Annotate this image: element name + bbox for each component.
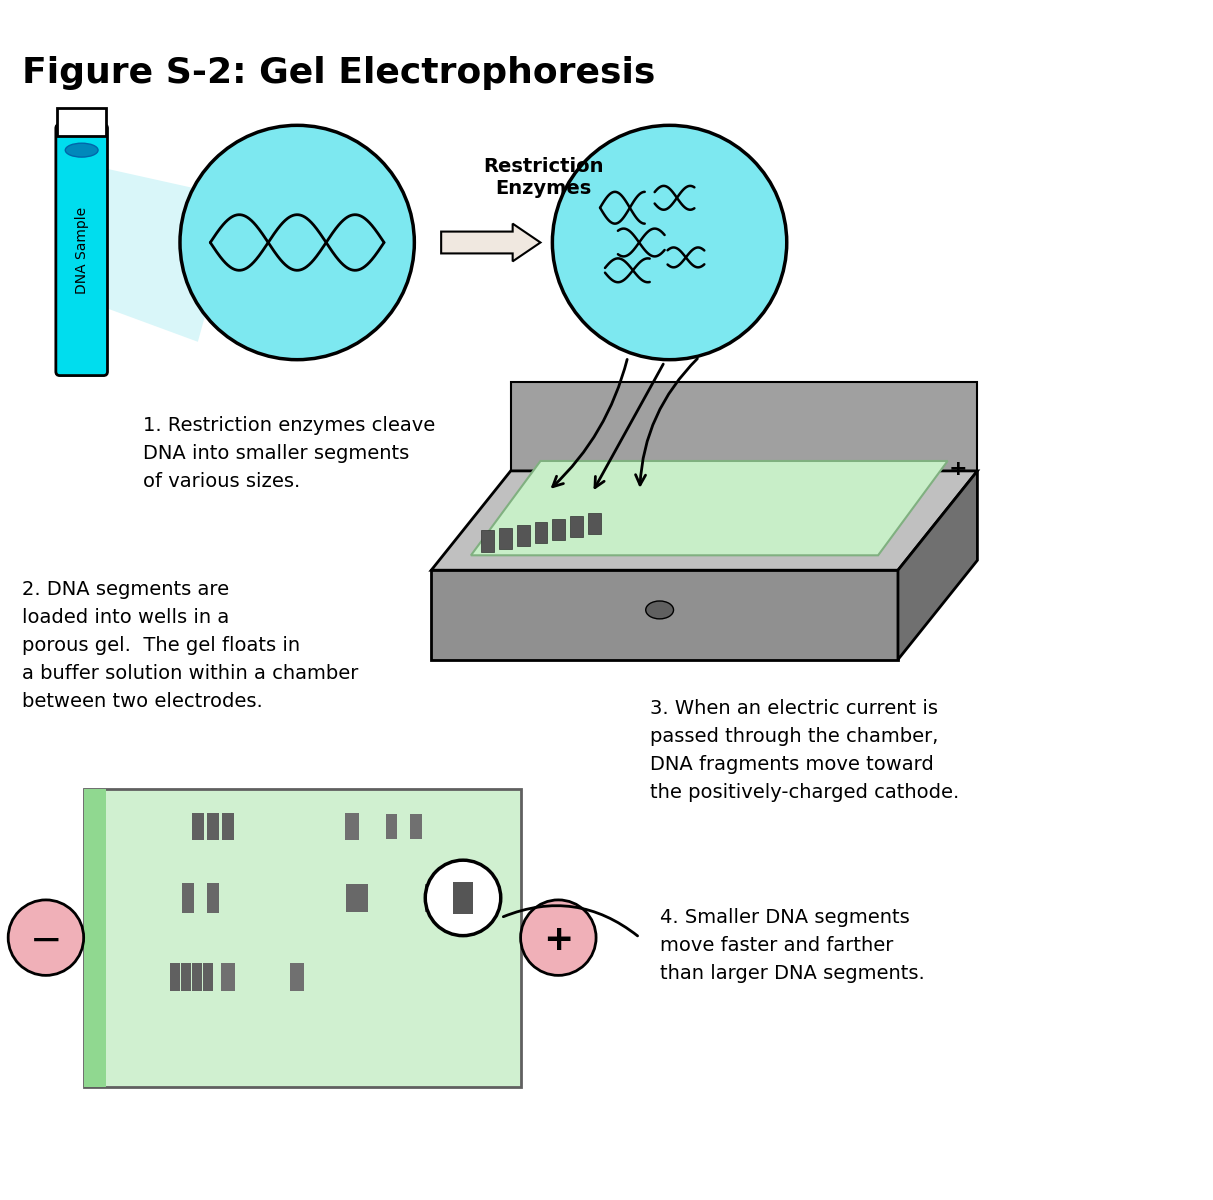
- Text: −: −: [29, 922, 62, 960]
- Text: +: +: [543, 923, 574, 956]
- Bar: [57, 108, 107, 137]
- Polygon shape: [432, 570, 898, 660]
- FancyArrow shape: [442, 223, 541, 262]
- Text: Figure S-2: Gel Electrophoresis: Figure S-2: Gel Electrophoresis: [22, 56, 655, 90]
- Polygon shape: [517, 524, 530, 546]
- Polygon shape: [898, 470, 978, 660]
- Bar: [290, 964, 304, 991]
- FancyArrowPatch shape: [636, 359, 697, 485]
- Polygon shape: [432, 470, 978, 570]
- Bar: [206, 883, 218, 913]
- Polygon shape: [499, 528, 512, 550]
- Bar: [222, 812, 234, 840]
- FancyArrowPatch shape: [503, 906, 638, 936]
- Circle shape: [552, 125, 787, 360]
- Circle shape: [426, 860, 501, 936]
- Text: 4. Smaller DNA segments
move faster and farther
than larger DNA segments.: 4. Smaller DNA segments move faster and …: [660, 908, 924, 983]
- Text: DNA Sample: DNA Sample: [75, 206, 89, 294]
- FancyArrowPatch shape: [594, 364, 664, 487]
- FancyBboxPatch shape: [56, 125, 108, 376]
- Polygon shape: [570, 516, 583, 538]
- Bar: [170, 964, 180, 991]
- Bar: [346, 884, 368, 912]
- Bar: [410, 814, 422, 839]
- Bar: [192, 964, 201, 991]
- Circle shape: [8, 900, 84, 976]
- Circle shape: [520, 900, 596, 976]
- Ellipse shape: [66, 143, 98, 157]
- Bar: [192, 812, 204, 840]
- Bar: [182, 883, 194, 913]
- Polygon shape: [511, 382, 978, 470]
- Bar: [84, 788, 520, 1086]
- Bar: [425, 884, 438, 912]
- Text: 2. DNA segments are
loaded into wells in a
porous gel.  The gel floats in
a buff: 2. DNA segments are loaded into wells in…: [22, 580, 359, 712]
- Bar: [181, 964, 190, 991]
- Bar: [386, 814, 398, 839]
- Circle shape: [180, 125, 415, 360]
- Polygon shape: [588, 512, 600, 534]
- Text: Restriction
Enzymes: Restriction Enzymes: [483, 157, 604, 198]
- Polygon shape: [471, 461, 947, 556]
- Text: 1. Restriction enzymes cleave
DNA into smaller segments
of various sizes.: 1. Restriction enzymes cleave DNA into s…: [143, 416, 435, 491]
- Polygon shape: [480, 530, 494, 552]
- Ellipse shape: [645, 601, 673, 619]
- Bar: [454, 882, 473, 914]
- Text: 3. When an electric current is
passed through the chamber,
DNA fragments move to: 3. When an electric current is passed th…: [650, 700, 959, 803]
- Polygon shape: [103, 168, 238, 342]
- Bar: [344, 812, 359, 840]
- FancyArrowPatch shape: [553, 359, 627, 487]
- Bar: [84, 788, 106, 1086]
- Bar: [203, 964, 212, 991]
- Text: +: +: [949, 458, 967, 479]
- Bar: [221, 964, 234, 991]
- Polygon shape: [535, 522, 547, 544]
- Polygon shape: [552, 518, 565, 540]
- Bar: [206, 812, 218, 840]
